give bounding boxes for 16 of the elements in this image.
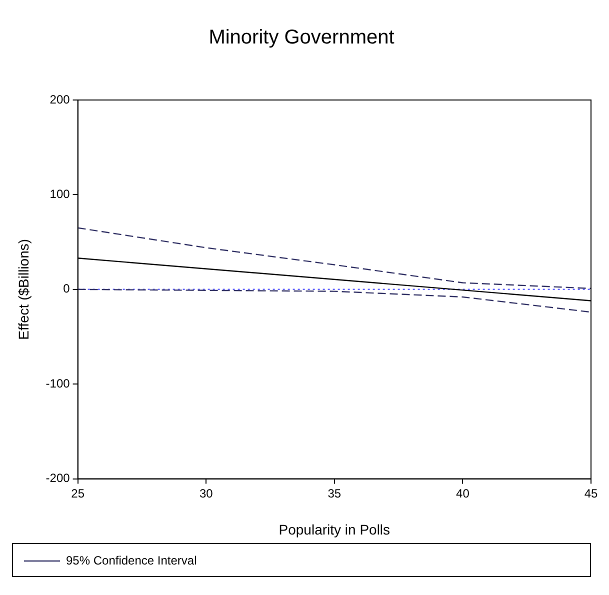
x-tick-label: 25 bbox=[71, 486, 85, 500]
line-series bbox=[78, 288, 591, 313]
x-axis-title: Popularity in Polls bbox=[278, 521, 390, 538]
y-tick-label: 200 bbox=[50, 92, 70, 106]
y-tick-label: -100 bbox=[46, 376, 70, 390]
chart-title: Minority Government bbox=[208, 26, 395, 49]
y-tick-label: 100 bbox=[50, 187, 70, 202]
y-axis-title: Effect ($Billions) bbox=[15, 238, 32, 340]
x-tick-label: 45 bbox=[584, 486, 598, 500]
y-tick-label: -200 bbox=[46, 471, 70, 486]
y-tick-label: 0 bbox=[63, 282, 70, 296]
x-tick-label: 40 bbox=[456, 486, 470, 500]
x-tick-label: 35 bbox=[328, 486, 342, 500]
legend-label: 95% Confidence Interval bbox=[66, 553, 197, 568]
line-series bbox=[78, 227, 591, 290]
x-tick-label: 30 bbox=[199, 486, 214, 500]
